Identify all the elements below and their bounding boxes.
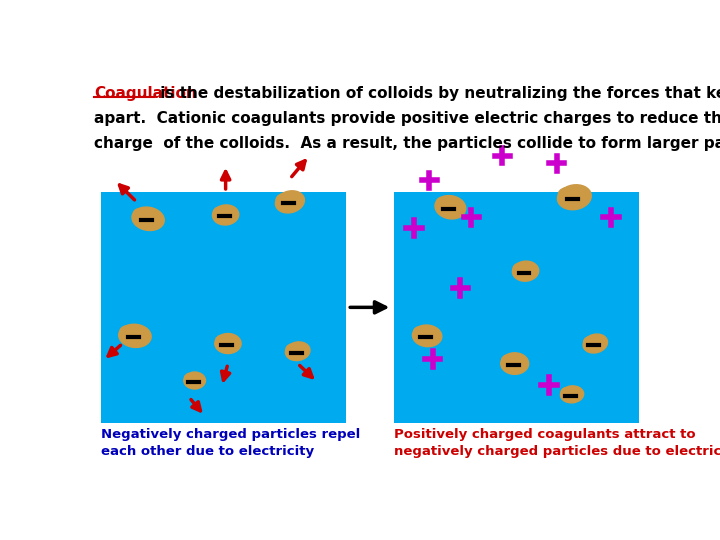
- Ellipse shape: [276, 193, 297, 206]
- Text: is the destabilization of colloids by neutralizing the forces that keep them: is the destabilization of colloids by ne…: [155, 86, 720, 102]
- Ellipse shape: [119, 324, 151, 347]
- Text: Coagulation: Coagulation: [94, 86, 197, 102]
- Ellipse shape: [216, 335, 234, 348]
- Ellipse shape: [276, 191, 305, 213]
- Ellipse shape: [513, 261, 539, 281]
- Ellipse shape: [584, 336, 601, 347]
- Ellipse shape: [133, 208, 155, 225]
- Text: apart.  Cationic coagulants provide positive electric charges to reduce the nega: apart. Cationic coagulants provide posit…: [94, 111, 720, 126]
- Ellipse shape: [436, 197, 457, 213]
- Text: charge  of the colloids.  As a result, the particles collide to form larger part: charge of the colloids. As a result, the…: [94, 136, 720, 151]
- Bar: [101, 192, 346, 423]
- Ellipse shape: [559, 187, 582, 202]
- Text: Positively charged coagulants attract to
negatively charged particles due to ele: Positively charged coagulants attract to…: [394, 428, 720, 458]
- Ellipse shape: [215, 334, 241, 354]
- Ellipse shape: [583, 334, 608, 353]
- Ellipse shape: [213, 207, 232, 219]
- Ellipse shape: [500, 353, 528, 374]
- Ellipse shape: [513, 263, 531, 275]
- Ellipse shape: [184, 372, 205, 389]
- Bar: [394, 192, 639, 423]
- Ellipse shape: [413, 325, 442, 347]
- Ellipse shape: [561, 388, 577, 398]
- Ellipse shape: [560, 386, 584, 403]
- Ellipse shape: [286, 344, 303, 355]
- Ellipse shape: [557, 185, 591, 210]
- Ellipse shape: [184, 374, 199, 384]
- Ellipse shape: [120, 326, 142, 341]
- Ellipse shape: [285, 342, 310, 361]
- Ellipse shape: [212, 205, 239, 225]
- Ellipse shape: [414, 327, 433, 341]
- Ellipse shape: [132, 207, 164, 231]
- Ellipse shape: [435, 195, 466, 219]
- Ellipse shape: [502, 355, 521, 368]
- Text: Negatively charged particles repel
each other due to electricity: Negatively charged particles repel each …: [101, 428, 360, 458]
